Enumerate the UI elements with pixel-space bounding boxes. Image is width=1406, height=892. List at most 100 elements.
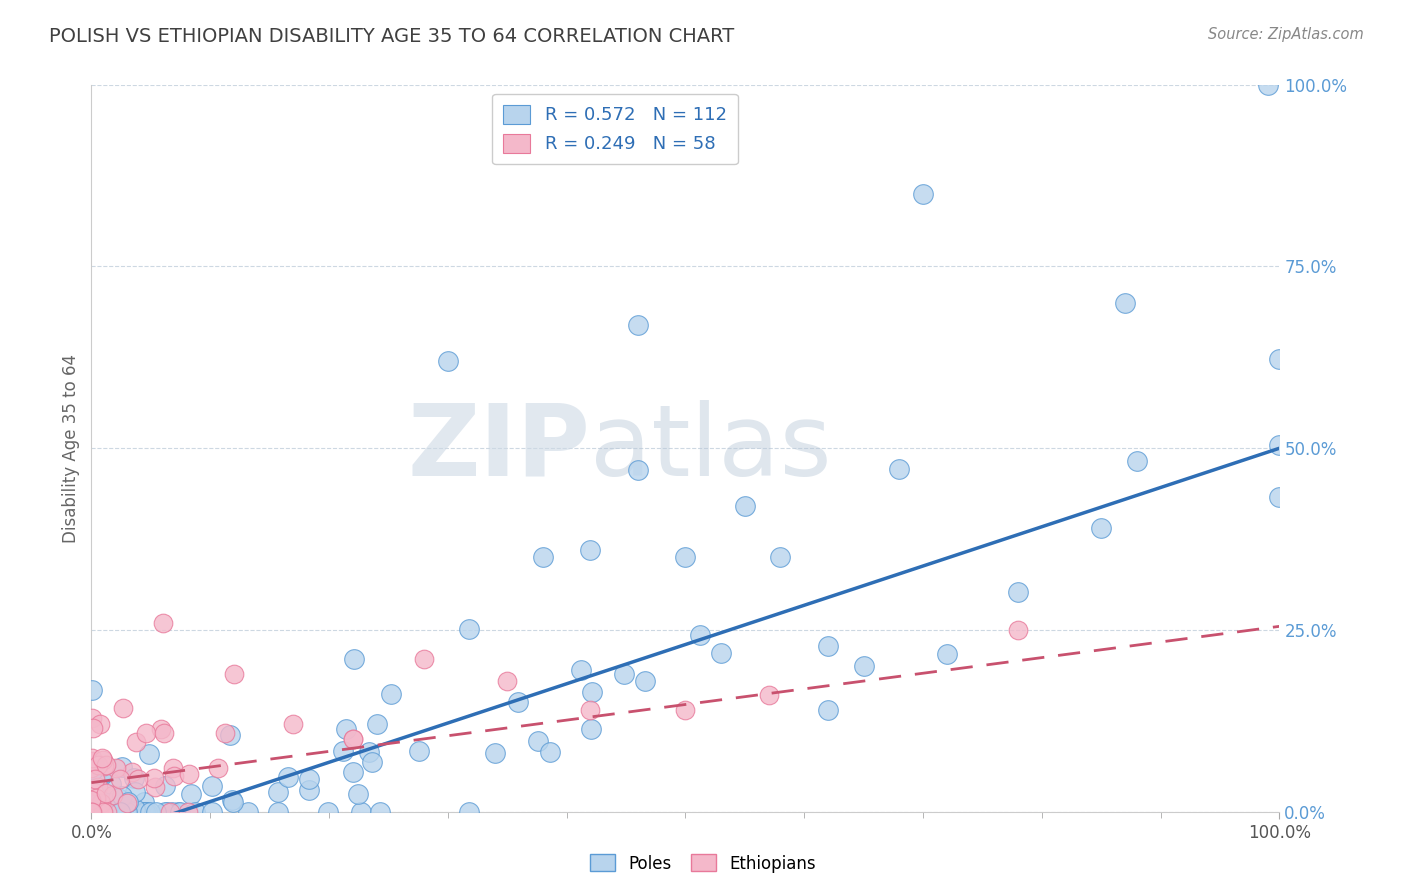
Point [222, 666, 245, 681]
Point [107, 805, 129, 819]
Point [1007, 623, 1029, 637]
Point [408, 744, 430, 758]
Point [84, 755, 107, 769]
Point [734, 500, 756, 514]
Point [94, 757, 117, 772]
Point [634, 673, 657, 688]
Point [236, 805, 259, 819]
Point [87, 780, 110, 794]
Point [359, 745, 381, 759]
Point [80, 762, 103, 776]
Point [457, 805, 479, 819]
Point [143, 771, 166, 785]
Point [86, 797, 108, 811]
Point [152, 615, 174, 630]
Point [80, 805, 103, 819]
Text: POLISH VS ETHIOPIAN DISABILITY AGE 35 TO 64 CORRELATION CHART: POLISH VS ETHIOPIAN DISABILITY AGE 35 TO… [49, 27, 734, 45]
Point [98, 796, 121, 810]
Point [366, 716, 388, 731]
Point [350, 805, 373, 819]
Point [166, 805, 188, 819]
Point [214, 725, 236, 739]
Point [277, 770, 299, 784]
Point [134, 805, 156, 819]
Point [111, 701, 134, 715]
Point [120, 805, 142, 819]
Point [94, 786, 117, 800]
Point [484, 747, 506, 761]
Point [935, 647, 957, 661]
Point [627, 463, 650, 477]
Point [138, 747, 160, 761]
Point [457, 622, 479, 636]
Point [80, 805, 103, 819]
Point [80, 711, 103, 725]
Point [710, 646, 733, 660]
Point [108, 772, 131, 786]
Point [184, 805, 207, 819]
Point [91, 751, 114, 765]
Point [111, 760, 134, 774]
Point [122, 771, 145, 785]
Point [579, 703, 602, 717]
Point [80, 760, 103, 774]
Legend: R = 0.572   N = 112, R = 0.249   N = 58: R = 0.572 N = 112, R = 0.249 N = 58 [492, 94, 738, 164]
Point [569, 663, 592, 677]
Point [91, 805, 114, 819]
Point [98, 805, 121, 819]
Point [342, 731, 364, 746]
Point [80, 750, 103, 764]
Point [117, 795, 139, 809]
Point [180, 787, 202, 801]
Point [94, 805, 117, 819]
Point [343, 652, 366, 666]
Point [90, 768, 112, 782]
Point [579, 722, 602, 736]
Point [267, 785, 290, 799]
Point [1268, 352, 1291, 367]
Point [89, 716, 111, 731]
Point [108, 805, 131, 819]
Point [103, 805, 125, 819]
Point [159, 805, 181, 819]
Point [496, 673, 519, 688]
Point [817, 703, 839, 717]
Y-axis label: Disability Age 35 to 64: Disability Age 35 to 64 [62, 354, 80, 542]
Point [177, 805, 200, 819]
Point [150, 722, 173, 736]
Point [370, 805, 392, 819]
Point [135, 726, 157, 740]
Point [298, 772, 321, 786]
Point [155, 805, 177, 819]
Point [104, 761, 127, 775]
Point [105, 805, 128, 819]
Point [153, 726, 176, 740]
Point [506, 694, 529, 708]
Point [177, 767, 200, 781]
Point [90, 796, 112, 810]
Point [83, 805, 105, 819]
Point [82, 754, 104, 768]
Point [108, 805, 131, 819]
Point [531, 550, 554, 565]
Point [82, 683, 104, 698]
Point [627, 318, 650, 332]
Point [1257, 78, 1279, 92]
Point [579, 543, 602, 558]
Point [83, 805, 105, 819]
Point [127, 772, 149, 786]
Point [689, 628, 711, 642]
Point [80, 805, 103, 819]
Point [267, 805, 290, 819]
Point [80, 802, 103, 816]
Point [1114, 296, 1136, 310]
Point [132, 805, 155, 819]
Point [380, 687, 402, 701]
Point [104, 805, 127, 819]
Point [1126, 454, 1149, 468]
Point [124, 784, 146, 798]
Point [124, 802, 146, 816]
Point [125, 735, 148, 749]
Point [111, 789, 134, 803]
Text: ZIP: ZIP [408, 400, 591, 497]
